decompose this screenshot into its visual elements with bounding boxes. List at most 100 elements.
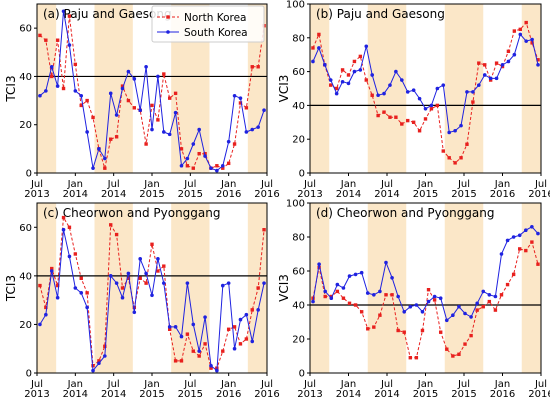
data-point-north-korea (244, 106, 249, 110)
legend-label-south-korea: South Korea (184, 27, 248, 39)
data-point-south-korea (132, 310, 137, 315)
data-point-south-korea (61, 227, 66, 232)
data-point-north-korea (73, 62, 78, 67)
data-point-south-korea (103, 156, 107, 161)
panel-title: (d) Cheorwon and Pyonggang (316, 206, 495, 220)
data-point-south-korea (38, 93, 42, 98)
data-point-south-korea (317, 46, 321, 50)
data-point-south-korea (232, 346, 237, 351)
x-tick-year: 2014 (63, 389, 88, 400)
data-point-north-korea (50, 266, 54, 271)
y-tick-label: 40 (292, 301, 305, 312)
data-point-north-korea (311, 296, 315, 300)
data-point-south-korea (518, 32, 523, 37)
x-tick-year: 2016 (528, 189, 550, 200)
data-point-south-korea (244, 130, 249, 134)
data-point-north-korea (250, 65, 254, 69)
data-point-south-korea (250, 127, 255, 132)
x-tick-year: 2014 (101, 389, 126, 400)
data-point-north-korea (518, 247, 522, 251)
x-tick-year: 2014 (336, 389, 361, 400)
data-point-south-korea (220, 283, 225, 288)
data-point-north-korea (358, 54, 363, 59)
data-point-south-korea (91, 368, 95, 373)
y-tick-label: 0 (26, 369, 32, 380)
x-tick-label: Jul 2014 (101, 179, 126, 200)
x-tick-month: Jan (67, 379, 83, 390)
data-point-south-korea (203, 154, 207, 158)
data-point-south-korea (505, 238, 510, 243)
data-point-south-korea (114, 113, 119, 117)
data-point-north-korea (144, 281, 148, 285)
data-point-south-korea (126, 69, 131, 74)
data-point-south-korea (364, 44, 369, 49)
data-point-south-korea (444, 318, 449, 323)
legend-label-north-korea: North Korea (184, 12, 246, 24)
x-tick-year: 2016 (254, 189, 279, 200)
data-point-south-korea (382, 91, 386, 96)
data-point-north-korea (406, 118, 410, 123)
x-tick-label: Jan 2014 (63, 179, 88, 200)
panel-title: (b) Paju and Gaesong (316, 7, 445, 21)
x-tick-label: Jan 2015 (139, 379, 164, 400)
data-point-north-korea (438, 330, 443, 334)
data-point-north-korea (390, 293, 394, 297)
data-point-south-korea (435, 86, 440, 91)
data-point-south-korea (453, 128, 457, 133)
data-point-south-korea (414, 303, 419, 307)
x-tick-month: Jan (67, 179, 83, 190)
data-point-south-korea (73, 89, 78, 93)
data-point-south-korea (167, 325, 172, 329)
data-point-north-korea (506, 49, 511, 54)
data-point-north-korea (79, 276, 83, 280)
x-tick-label: Jul 2014 (374, 379, 399, 400)
data-point-south-korea (358, 68, 363, 72)
data-point-north-korea (85, 291, 89, 295)
x-tick-month: Jan (220, 379, 236, 390)
data-point-south-korea (536, 63, 540, 67)
y-tick-label: 0 (26, 169, 32, 180)
data-point-north-korea (61, 215, 66, 220)
data-point-south-korea (465, 90, 469, 94)
data-point-south-korea (328, 78, 333, 82)
x-tick-year: 2013 (297, 189, 322, 200)
data-point-south-korea (323, 289, 327, 294)
data-point-north-korea (55, 38, 60, 42)
shaded-period (310, 203, 330, 373)
data-point-north-korea (120, 84, 125, 88)
data-point-south-korea (405, 90, 410, 94)
data-point-north-korea (103, 166, 107, 170)
y-axis-label: VCI3 (277, 274, 291, 302)
x-tick-month: Jan (143, 179, 159, 190)
data-point-south-korea (347, 274, 352, 278)
data-point-north-korea (203, 151, 207, 156)
series-line-south-korea (39, 229, 265, 372)
data-point-south-korea (67, 43, 72, 47)
x-tick-label: Jan 2015 (139, 179, 164, 200)
data-point-south-korea (144, 64, 148, 69)
data-point-south-korea (384, 260, 388, 265)
data-point-north-korea (366, 327, 370, 331)
data-point-north-korea (457, 352, 461, 356)
shaded-period (310, 4, 330, 173)
data-point-north-korea (156, 269, 160, 273)
x-tick-month: Jan (143, 379, 159, 390)
data-point-south-korea (238, 317, 243, 322)
data-point-north-korea (394, 115, 398, 119)
data-point-north-korea (185, 332, 190, 336)
data-point-south-korea (441, 83, 446, 87)
x-tick-label: Jul 2014 (101, 379, 126, 400)
data-point-north-korea (396, 328, 400, 333)
data-point-south-korea (250, 339, 255, 344)
data-point-north-korea (505, 282, 510, 287)
data-point-north-korea (445, 347, 449, 351)
data-point-south-korea (408, 304, 413, 309)
data-point-north-korea (530, 240, 534, 244)
data-point-south-korea (238, 96, 243, 100)
data-point-north-korea (262, 228, 266, 232)
data-point-north-korea (61, 86, 66, 91)
data-point-south-korea (417, 96, 422, 101)
x-tick-label: Jul 2014 (374, 179, 399, 200)
y-tick-label: 40 (292, 101, 305, 112)
data-point-south-korea (499, 252, 504, 256)
